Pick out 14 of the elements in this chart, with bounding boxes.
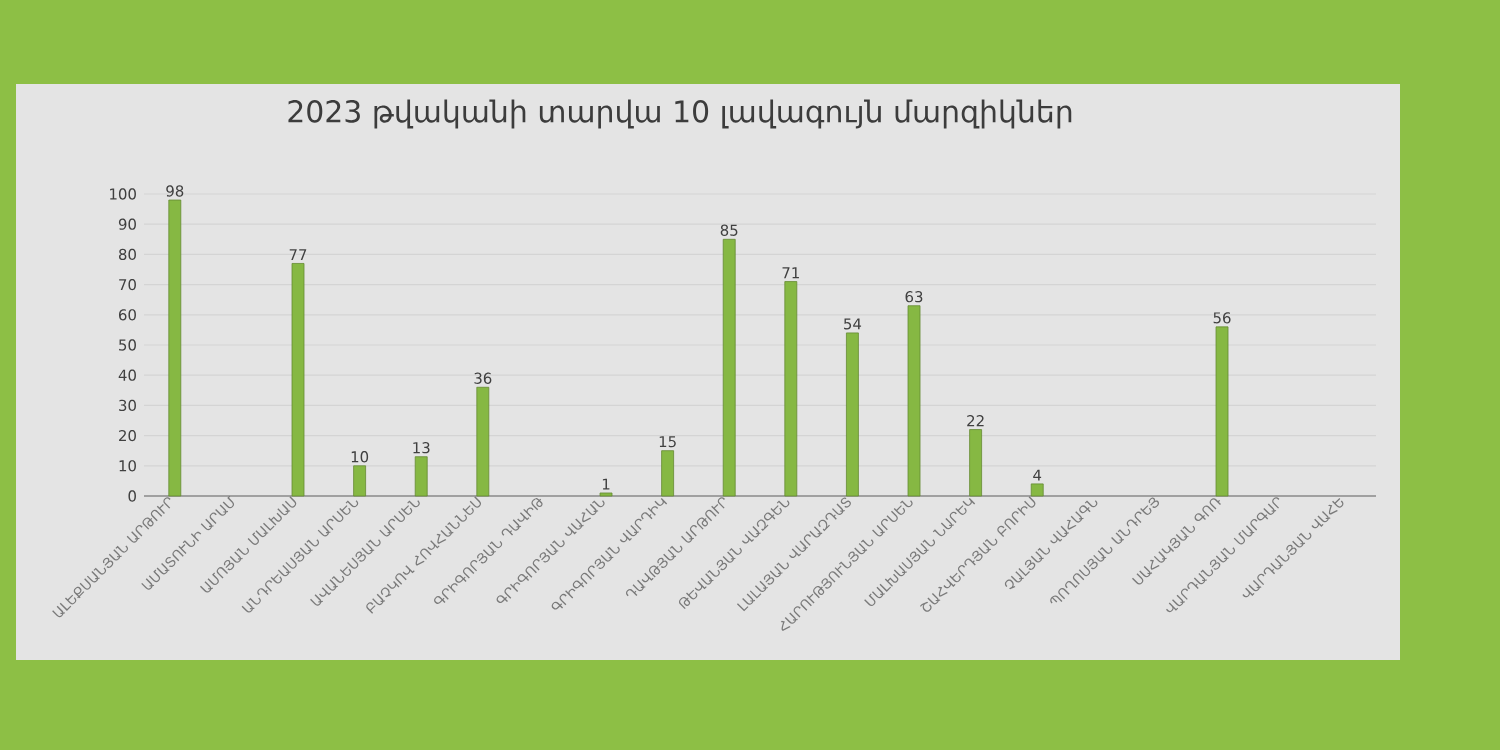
bar [476, 386, 490, 497]
chart-title: 2023 թվականի տարվա 10 լավագույն մարզիկներ [288, 99, 1072, 129]
bar [661, 450, 675, 497]
bar [846, 332, 859, 497]
bar [414, 456, 428, 497]
bar [907, 305, 921, 497]
bar [969, 429, 983, 497]
bar [168, 199, 182, 497]
bar [784, 281, 798, 497]
bar [722, 238, 736, 497]
bar [291, 263, 305, 497]
bar [1030, 483, 1044, 497]
bar [353, 465, 367, 497]
bar [1215, 326, 1229, 497]
